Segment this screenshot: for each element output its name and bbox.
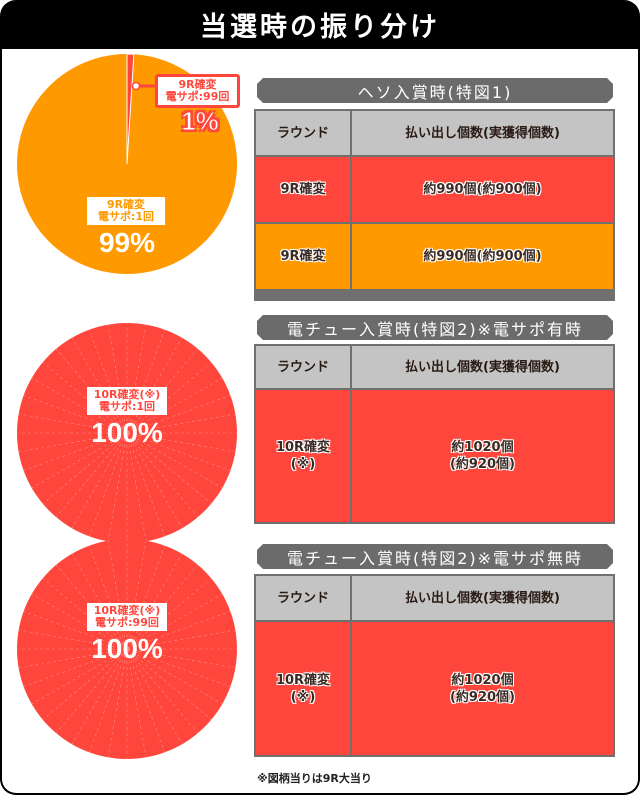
cell-payout: 約990個(約900個)	[352, 157, 613, 222]
header-payout: 払い出し個数(実獲得個数)	[352, 576, 613, 620]
slice-label-99pct: 9R確変 電サポ:1回	[87, 197, 165, 225]
header-round: ラウンド	[256, 111, 350, 155]
header-payout: 払い出し個数(実獲得個数)	[352, 346, 613, 388]
section-title-densapo-off: 電チュー入賞時(特図2)※電サポ無時	[257, 544, 613, 569]
header-round: ラウンド	[256, 346, 350, 388]
pie-chart-heso: 9R確変 電サポ:99回 1% 9R確変 電サポ:1回 99%	[15, 52, 240, 276]
header-payout: 払い出し個数(実獲得個数)	[352, 111, 613, 155]
pie-graphic	[17, 53, 237, 274]
pie-graphic	[17, 539, 237, 759]
slice-percent-100pct: 100%	[91, 417, 163, 448]
leader-line	[131, 81, 155, 91]
section-title-heso: ヘソ入賞時(特図1)	[257, 78, 613, 103]
cell-round: 10R確変 (※)	[256, 390, 350, 522]
slice-percent-1pct: 1%	[181, 106, 220, 136]
slice-label-100pct: 10R確変(※) 電サポ:1回	[87, 387, 167, 415]
footnote: ※図柄当りは9R大当り	[257, 772, 372, 785]
page-title: 当選時の振り分け	[200, 11, 440, 43]
cell-round: 9R確変	[256, 157, 350, 222]
slice-percent-100pct: 100%	[91, 633, 163, 664]
cell-round: 9R確変	[256, 224, 350, 289]
slice-label-1pct: 9R確変 電サポ:99回	[155, 74, 240, 108]
pie-graphic	[17, 323, 237, 543]
table-densapo-on: ラウンド 払い出し個数(実獲得個数) 10R確変 (※) 約1020個 (約92…	[254, 344, 615, 524]
header-round: ラウンド	[256, 576, 350, 620]
table-heso: ラウンド 払い出し個数(実獲得個数) 9R確変 約990個(約900個) 9R確…	[254, 109, 615, 301]
slice-percent-99pct: 99%	[98, 227, 156, 258]
pie-chart-densapo-off: 10R確変(※) 電サポ:99回 100%	[15, 537, 239, 761]
cell-round: 10R確変 (※)	[256, 622, 350, 755]
section-title-densapo-on: 電チュー入賞時(特図2)※電サポ有時	[257, 315, 613, 340]
table-densapo-off: ラウンド 払い出し個数(実獲得個数) 10R確変 (※) 約1020個 (約92…	[254, 574, 615, 757]
cell-payout: 約990個(約900個)	[352, 224, 613, 289]
cell-payout: 約1020個 (約920個)	[352, 390, 613, 522]
pie-chart-densapo-on: 10R確変(※) 電サポ:1回 100%	[15, 321, 239, 545]
cell-payout: 約1020個 (約920個)	[352, 622, 613, 755]
slice-label-100pct: 10R確変(※) 電サポ:99回	[87, 603, 167, 631]
